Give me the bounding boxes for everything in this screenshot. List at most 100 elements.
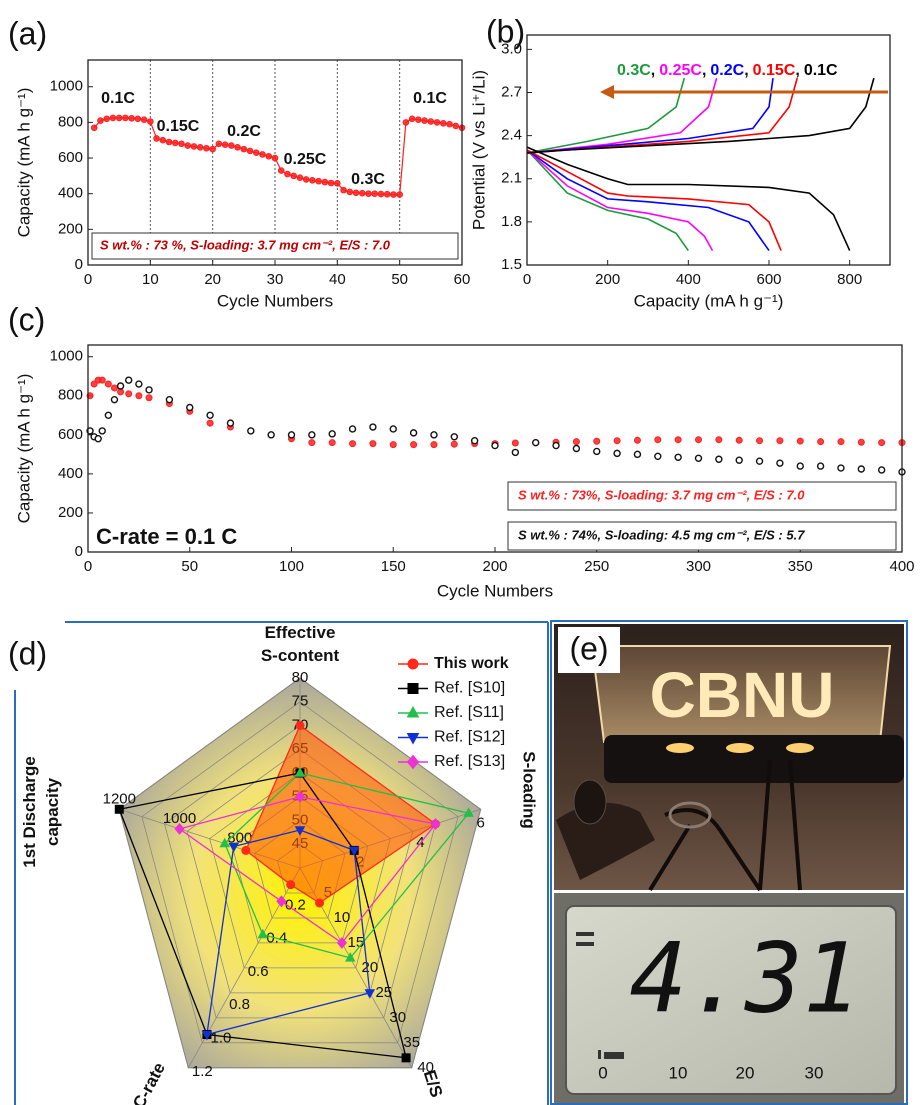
photo-panel: CBNU 4.31 0 10 20 30 (e) bbox=[550, 620, 908, 1105]
legend-label: Ref. [S13] bbox=[434, 753, 505, 770]
data-point bbox=[271, 154, 279, 162]
x-tick-label: 20 bbox=[204, 271, 221, 288]
legend-arrowhead bbox=[600, 85, 614, 99]
x-tick-label: 150 bbox=[381, 558, 406, 575]
series-line bbox=[526, 77, 689, 252]
x-tick-label: 30 bbox=[267, 271, 284, 288]
legend-label: 0.25C bbox=[659, 62, 702, 79]
data-point bbox=[259, 151, 266, 158]
data-point bbox=[171, 139, 179, 147]
data-point bbox=[267, 431, 275, 439]
data-point bbox=[349, 440, 357, 448]
grid-ring bbox=[141, 701, 459, 1044]
radar-point bbox=[241, 845, 251, 855]
data-point bbox=[756, 437, 764, 445]
data-point bbox=[715, 436, 723, 444]
sign-text: CBNU bbox=[650, 659, 835, 731]
data-point bbox=[135, 392, 143, 400]
data-point bbox=[877, 466, 886, 474]
series-line bbox=[526, 77, 774, 252]
axis-title: Effective S-content bbox=[261, 623, 340, 665]
data-point bbox=[206, 419, 214, 427]
axis-tick-label: 30 bbox=[389, 1009, 406, 1026]
data-point bbox=[309, 177, 316, 184]
x-tick-label: 40 bbox=[329, 271, 346, 288]
data-point bbox=[184, 142, 192, 149]
y-axis-title: Capacity (mA h g⁻¹) bbox=[14, 88, 33, 238]
plot-frame bbox=[526, 34, 891, 266]
axis-title-line: S-loading bbox=[520, 751, 539, 828]
y-tick-label: 0 bbox=[75, 256, 83, 273]
panel-label: (a) bbox=[8, 15, 47, 51]
data-point bbox=[369, 423, 377, 431]
legend-separator: , bbox=[795, 62, 799, 79]
axis-title: C-rate bbox=[129, 1059, 169, 1105]
radar-point bbox=[174, 822, 185, 835]
data-point bbox=[715, 455, 723, 463]
x-tick-label: 50 bbox=[181, 558, 198, 575]
axis-tick-label: 800 bbox=[227, 829, 252, 846]
data-point bbox=[145, 386, 153, 394]
data-point bbox=[252, 149, 260, 156]
data-point bbox=[128, 114, 135, 122]
data-point bbox=[402, 119, 410, 126]
panel-label: (e) bbox=[569, 630, 608, 666]
axis-tick-label: 35 bbox=[403, 1034, 420, 1051]
y-tick-label: 1.5 bbox=[501, 256, 522, 273]
x-tick-label: 0 bbox=[84, 271, 92, 288]
legend-separator: , bbox=[702, 62, 706, 79]
data-point bbox=[837, 464, 845, 472]
data-point bbox=[284, 170, 291, 178]
data-point bbox=[203, 144, 210, 152]
rate-label: 0.2C bbox=[227, 123, 261, 140]
data-point bbox=[104, 411, 113, 420]
plot-frame bbox=[87, 59, 463, 266]
data-point bbox=[122, 114, 129, 122]
x-tick-label: 250 bbox=[584, 558, 609, 575]
data-point bbox=[147, 118, 154, 125]
data-point bbox=[104, 380, 112, 388]
x-tick-label: 50 bbox=[391, 271, 408, 288]
x-tick-label: 10 bbox=[142, 271, 159, 288]
data-point bbox=[776, 437, 784, 445]
data-point bbox=[593, 437, 601, 445]
axis-title-line: 1st Discharge bbox=[20, 756, 39, 868]
data-point bbox=[308, 439, 316, 447]
data-point bbox=[389, 441, 397, 449]
data-point bbox=[452, 122, 460, 130]
radar-polygon bbox=[177, 796, 437, 944]
x-tick-label: 100 bbox=[279, 558, 304, 575]
radar-point bbox=[257, 928, 269, 939]
data-point bbox=[290, 172, 298, 180]
data-point bbox=[633, 436, 641, 444]
data-point bbox=[409, 429, 418, 437]
data-point bbox=[408, 115, 416, 123]
y-tick-label: 1000 bbox=[50, 78, 83, 95]
axis-title-line: capacity bbox=[43, 777, 62, 846]
rate-label: 0.1C bbox=[413, 90, 447, 107]
panel-label: (b) bbox=[486, 13, 525, 49]
legend-label: 0.3C bbox=[617, 62, 651, 79]
legend-label: 0.1C bbox=[804, 62, 838, 79]
y-tick-label: 2.4 bbox=[501, 127, 522, 144]
data-point bbox=[552, 441, 560, 450]
data-point bbox=[221, 141, 229, 148]
scale-label: 0 bbox=[598, 1063, 607, 1082]
scale-label: 20 bbox=[736, 1063, 755, 1082]
data-point bbox=[346, 188, 354, 196]
x-tick-label: 200 bbox=[595, 271, 620, 288]
legend-box bbox=[507, 521, 897, 551]
y-tick-label: 400 bbox=[58, 185, 83, 202]
data-point bbox=[116, 382, 125, 390]
marker bbox=[406, 754, 420, 770]
data-point bbox=[296, 174, 304, 181]
data-point bbox=[390, 191, 397, 198]
legend-separator: , bbox=[651, 62, 655, 79]
data-point bbox=[124, 376, 133, 384]
y-tick-label: 1000 bbox=[50, 348, 83, 365]
data-point bbox=[430, 441, 438, 449]
axis-tick-label: 75 bbox=[292, 693, 309, 710]
data-point bbox=[776, 459, 784, 467]
data-point bbox=[446, 120, 453, 128]
